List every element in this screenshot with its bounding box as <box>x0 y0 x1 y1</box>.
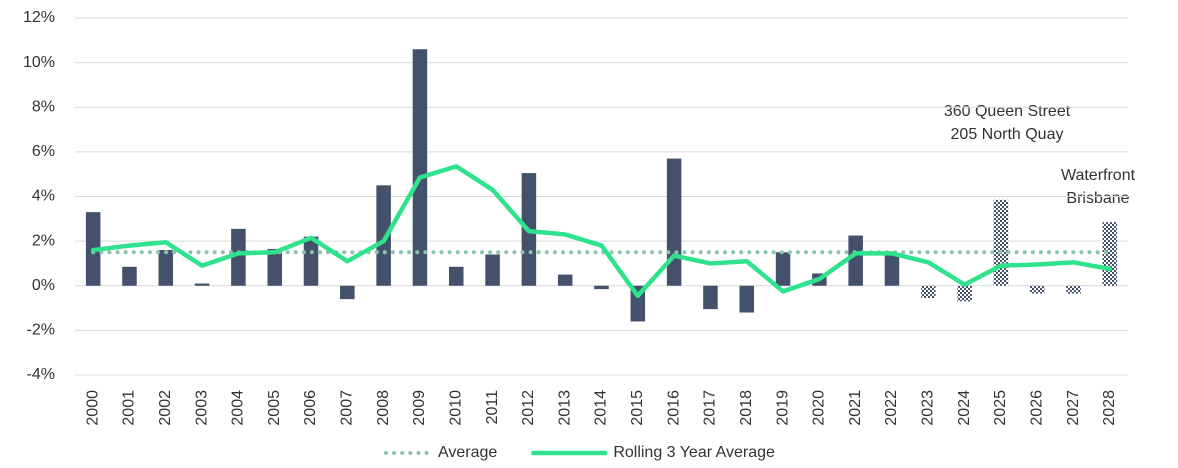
bar <box>122 266 137 286</box>
bar <box>739 285 755 313</box>
bar <box>957 285 972 302</box>
series-line <box>90 164 1113 299</box>
x-tick-label: 2005 <box>266 390 283 426</box>
x-tick-label: 2012 <box>520 390 537 426</box>
x-tick-label: 2002 <box>157 390 174 426</box>
x-tick-label: 2019 <box>774 390 791 426</box>
y-tick-label: 4% <box>32 188 55 205</box>
x-tick-label: 2024 <box>956 390 973 426</box>
x-tick-label: 2022 <box>883 390 900 426</box>
bar <box>231 228 246 286</box>
x-tick-label: 2003 <box>193 390 210 426</box>
x-tick-label: 2006 <box>302 390 319 426</box>
bar <box>921 285 936 299</box>
y-tick-label: 0% <box>32 277 55 294</box>
bar <box>993 199 1009 286</box>
bar <box>194 283 210 286</box>
bar <box>485 254 500 286</box>
bar <box>1066 285 1081 294</box>
x-tick-label: 2004 <box>230 390 247 426</box>
legend-label: Average <box>438 444 497 461</box>
y-tick-label: -2% <box>27 322 55 339</box>
x-tick-label: 2023 <box>920 390 937 426</box>
annotation: 360 Queen Street <box>944 103 1071 120</box>
x-tick-label: 2016 <box>665 390 682 426</box>
x-tick-label: 2028 <box>1101 390 1118 426</box>
annotation: Brisbane <box>1066 190 1129 207</box>
x-tick-label: 2014 <box>593 390 610 426</box>
x-tick-label: 2001 <box>121 390 138 426</box>
bar <box>267 248 282 286</box>
x-tick-label: 2010 <box>447 390 464 426</box>
bar <box>594 285 609 290</box>
y-tick-label: -4% <box>27 366 55 383</box>
x-tick-label: 2027 <box>1065 390 1082 426</box>
x-tick-label: 2009 <box>411 390 428 426</box>
x-tick-label: 2011 <box>484 390 501 425</box>
x-tick-label: 2021 <box>847 390 864 426</box>
x-tick-label: 2013 <box>556 390 573 426</box>
y-tick-label: 6% <box>32 143 55 160</box>
bar <box>884 253 900 286</box>
bar <box>340 285 355 300</box>
legend-label: Rolling 3 Year Average <box>613 444 775 461</box>
x-tick-label: 2007 <box>339 390 356 426</box>
bar <box>1029 285 1045 294</box>
x-tick-label: 2018 <box>738 390 755 426</box>
y-tick-label: 12% <box>23 9 55 26</box>
x-tick-label: 2026 <box>1028 390 1045 426</box>
bar <box>557 274 573 286</box>
bar <box>848 235 863 286</box>
bar <box>703 285 718 310</box>
y-tick-label: 2% <box>32 232 55 249</box>
x-tick-label: 2017 <box>702 390 719 426</box>
bar <box>412 49 428 286</box>
bar <box>376 185 391 286</box>
bar <box>666 158 682 286</box>
y-tick-label: 10% <box>23 54 55 71</box>
bar <box>303 236 319 286</box>
y-tick-label: 8% <box>32 98 55 115</box>
bar <box>158 250 174 286</box>
bar <box>775 252 791 286</box>
x-tick-label: 2015 <box>629 390 646 426</box>
annotation: Waterfront <box>1061 167 1136 184</box>
x-tick-label: 2008 <box>375 390 392 426</box>
annotation: 205 North Quay <box>951 126 1064 143</box>
x-tick-label: 2020 <box>811 390 828 426</box>
x-tick-label: 2000 <box>84 390 101 426</box>
x-tick-label: 2025 <box>992 390 1009 426</box>
bar <box>448 266 464 286</box>
